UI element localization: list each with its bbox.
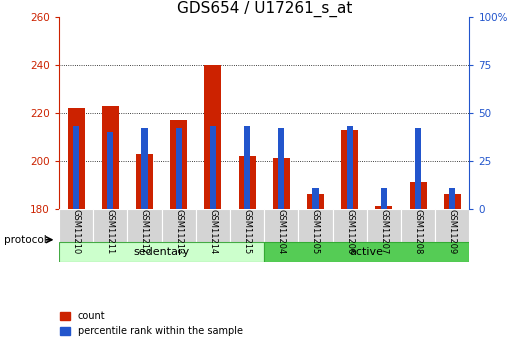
Bar xyxy=(210,126,216,209)
Text: GSM11213: GSM11213 xyxy=(174,209,183,255)
Text: protocol: protocol xyxy=(4,235,47,245)
Bar xyxy=(73,126,79,209)
Bar xyxy=(307,194,324,209)
Bar xyxy=(264,209,299,242)
Bar xyxy=(230,209,264,242)
Bar xyxy=(196,209,230,242)
Text: GSM11205: GSM11205 xyxy=(311,209,320,255)
Text: GSM11211: GSM11211 xyxy=(106,209,115,255)
Bar xyxy=(244,126,250,209)
Bar xyxy=(204,65,222,209)
Bar xyxy=(68,108,85,209)
Bar xyxy=(102,106,119,209)
Title: GDS654 / U17261_s_at: GDS654 / U17261_s_at xyxy=(176,1,352,17)
Bar xyxy=(127,209,162,242)
Bar xyxy=(278,128,284,209)
Text: GSM11212: GSM11212 xyxy=(140,209,149,255)
Bar xyxy=(107,132,113,209)
Text: GSM11204: GSM11204 xyxy=(277,209,286,255)
Text: GSM11210: GSM11210 xyxy=(72,209,81,255)
Bar xyxy=(312,188,319,209)
Bar xyxy=(59,209,93,242)
Bar xyxy=(341,130,358,209)
Text: GSM11208: GSM11208 xyxy=(413,209,423,255)
Text: GSM11209: GSM11209 xyxy=(448,209,457,255)
Bar xyxy=(264,242,469,262)
Text: GSM11207: GSM11207 xyxy=(380,209,388,255)
Text: GSM11214: GSM11214 xyxy=(208,209,218,255)
Bar xyxy=(59,242,264,262)
Bar xyxy=(162,209,196,242)
Bar xyxy=(435,209,469,242)
Bar xyxy=(444,194,461,209)
Bar xyxy=(175,128,182,209)
Text: GSM11215: GSM11215 xyxy=(243,209,251,255)
Legend: count, percentile rank within the sample: count, percentile rank within the sample xyxy=(56,307,246,340)
Bar xyxy=(136,154,153,209)
Bar xyxy=(273,158,290,209)
Bar xyxy=(142,128,148,209)
Text: active: active xyxy=(350,247,384,257)
Bar xyxy=(381,188,387,209)
Bar xyxy=(93,209,127,242)
Text: GSM11206: GSM11206 xyxy=(345,209,354,255)
Bar xyxy=(299,209,332,242)
Bar xyxy=(449,188,456,209)
Bar xyxy=(415,128,421,209)
Text: sedentary: sedentary xyxy=(133,247,190,257)
Bar xyxy=(239,156,255,209)
Bar xyxy=(376,206,392,209)
Bar xyxy=(332,209,367,242)
Bar xyxy=(347,126,353,209)
Bar xyxy=(170,120,187,209)
Bar xyxy=(409,183,427,209)
Bar xyxy=(401,209,435,242)
Bar xyxy=(367,209,401,242)
